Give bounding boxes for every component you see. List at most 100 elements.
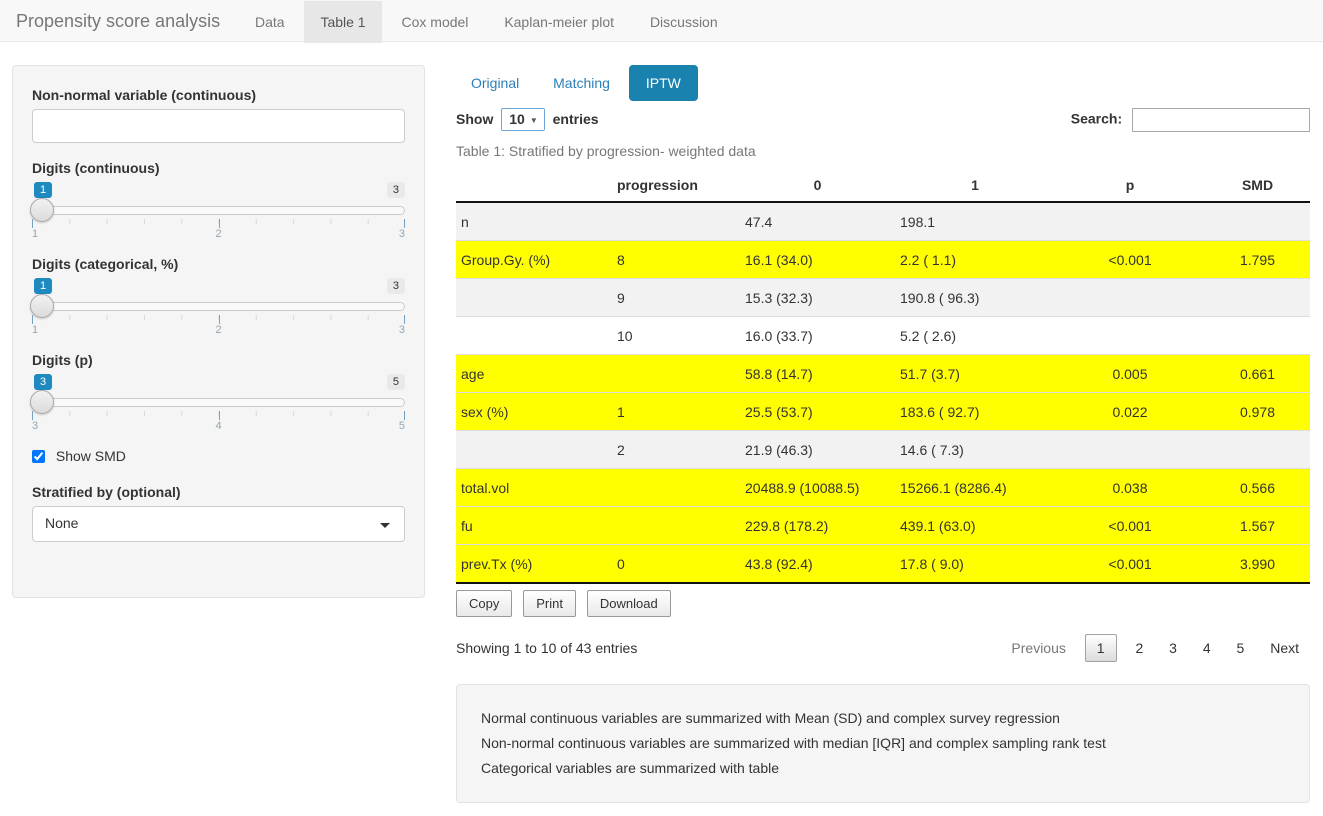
print-button[interactable]: Print [523, 590, 576, 617]
cell: 3.990 [1205, 544, 1310, 583]
search-control: Search: [1071, 108, 1310, 132]
page-button-3[interactable]: 3 [1169, 640, 1177, 656]
slider-value-badge: 3 [34, 374, 53, 391]
cell: 198.1 [900, 214, 936, 230]
page-length-value: 10 [509, 111, 525, 127]
nav-tab-cox-model[interactable]: Cox model [401, 14, 469, 30]
cell: 16.1 (34.0) [740, 240, 895, 279]
page-button-2[interactable]: 2 [1135, 640, 1144, 656]
copy-button[interactable]: Copy [456, 590, 513, 617]
slider-handle[interactable] [30, 198, 54, 222]
cell: age [456, 354, 612, 393]
column-header-group0: 0 [740, 169, 895, 203]
cell: 10 [612, 316, 740, 355]
cell [612, 202, 740, 241]
table-row: Group.Gy. (%) 8 16.1 (34.0) 2.2 ( 1.1) <0.00… [456, 240, 1310, 279]
nav-tab-table1[interactable]: Table 1 [304, 1, 382, 43]
slider-tick-label: 3 [398, 228, 405, 240]
page-button-1[interactable]: 1 [1084, 634, 1117, 662]
show-smd-row: Show SMD [32, 448, 405, 464]
slider-tick-label: 2 [215, 324, 222, 336]
table-footer: Showing 1 to 10 of 43 entries Previous 1… [456, 633, 1310, 663]
digits-p-slider: 3 5 3 4 5 [30, 374, 405, 432]
cell: 0.566 [1205, 468, 1310, 507]
page-button-4[interactable]: 4 [1202, 640, 1211, 656]
table1-datatable: progression 0 1 p SMD n 47.4 198.1 Group.G… [456, 169, 1310, 584]
cell [612, 506, 740, 545]
sidebar-panel: Non-normal variable (continuous) Digits … [12, 65, 425, 598]
table-row: 10 16.0 (33.7) 5.2 ( 2.6) [456, 316, 1310, 355]
tab-iptw[interactable]: IPTW [628, 65, 698, 101]
cell: 229.8 (178.2) [740, 506, 895, 545]
cell [612, 468, 740, 507]
cell: <0.001 [1055, 240, 1205, 279]
table-row: fu 229.8 (178.2) 439.1 (63.0) <0.001 1.567 [456, 506, 1310, 545]
cell: Group.Gy. (%) [456, 240, 612, 279]
nonnormal-variable-input[interactable] [32, 109, 405, 143]
slider-track[interactable] [32, 206, 405, 215]
slider-tick-label: 2 [215, 228, 222, 240]
nav-tab-data[interactable]: Data [254, 14, 285, 30]
tab-original[interactable]: Original [471, 75, 520, 91]
cell: 51.7 (3.7) [895, 354, 1055, 393]
cell: 20488.9 (10088.5) [740, 468, 895, 507]
nav-tab-discussion[interactable]: Discussion [649, 14, 718, 30]
slider-handle[interactable] [30, 294, 54, 318]
table-row: 9 15.3 (32.3) 190.8 ( 96.3) [456, 278, 1310, 317]
slider-tick-label: 4 [215, 420, 222, 432]
table-row: sex (%) 1 25.5 (53.7) 183.6 ( 92.7) 0.022 0.9… [456, 392, 1310, 431]
cell: 439.1 (63.0) [895, 506, 1055, 545]
cell: 1.567 [1205, 506, 1310, 545]
cell [456, 316, 612, 355]
cell: 1 [612, 392, 740, 431]
page-length-control: Show 10 ▼ entries [456, 108, 599, 131]
cell: <0.001 [1055, 506, 1205, 545]
cell: 0 [612, 544, 740, 583]
table-row: prev.Tx (%) 0 43.8 (92.4) 17.8 ( 9.0) <0.001… [456, 544, 1310, 583]
digits-p-label: Digits (p) [32, 352, 93, 368]
stratified-by-select[interactable]: None [32, 506, 405, 542]
cell [1055, 278, 1205, 317]
search-label: Search: [1070, 110, 1123, 127]
select-caret-icon: ▼ [529, 116, 538, 125]
cell: 5.2 ( 2.6) [895, 316, 1055, 355]
cell: 1.795 [1205, 240, 1310, 279]
cell [1205, 202, 1310, 241]
slider-tick-label: 3 [398, 324, 405, 336]
slider-value-badge: 1 [34, 182, 53, 199]
slider-grid: 1 2 3 [32, 315, 405, 336]
cell: n [461, 214, 469, 230]
export-buttons: Copy Print Download [456, 590, 1310, 617]
cell [612, 354, 740, 393]
cell [1055, 430, 1205, 469]
cell: 17.8 ( 9.0) [895, 544, 1055, 583]
search-input[interactable] [1132, 108, 1310, 132]
slider-value-badge: 1 [34, 278, 53, 295]
nav-tab-kaplan-meier[interactable]: Kaplan-meier plot [504, 14, 615, 30]
previous-page-button[interactable]: Previous [1011, 640, 1066, 656]
tab-matching[interactable]: Matching [553, 75, 610, 91]
cell [1055, 316, 1205, 355]
slider-grid: 3 4 5 [32, 411, 405, 432]
note-line: Categorical variables are summarized wit… [481, 760, 780, 776]
cell: 15.3 (32.3) [740, 278, 895, 317]
slider-track[interactable] [32, 302, 405, 311]
slider-track[interactable] [32, 398, 405, 407]
show-smd-checkbox[interactable] [32, 450, 45, 463]
slider-tick-label: 3 [32, 420, 39, 432]
table-row: n 47.4 198.1 [456, 202, 1310, 241]
cell: 0.022 [1055, 392, 1205, 431]
digits-continuous-label: Digits (continuous) [32, 160, 160, 176]
nonnormal-variable-label: Non-normal variable (continuous) [32, 87, 257, 103]
next-page-button[interactable]: Next [1270, 640, 1299, 656]
summary-notes-panel: Normal continuous variables are summariz… [456, 684, 1310, 803]
cell: total.vol [456, 468, 612, 507]
cell [1205, 316, 1310, 355]
page-button-5[interactable]: 5 [1236, 640, 1245, 656]
cell [1205, 430, 1310, 469]
chevron-down-icon [380, 523, 390, 528]
digits-continuous-slider: 1 3 1 2 3 [30, 182, 405, 240]
page-length-select[interactable]: 10 ▼ [501, 108, 545, 131]
table-row: 2 21.9 (46.3) 14.6 ( 7.3) [456, 430, 1310, 469]
download-button[interactable]: Download [586, 590, 671, 617]
